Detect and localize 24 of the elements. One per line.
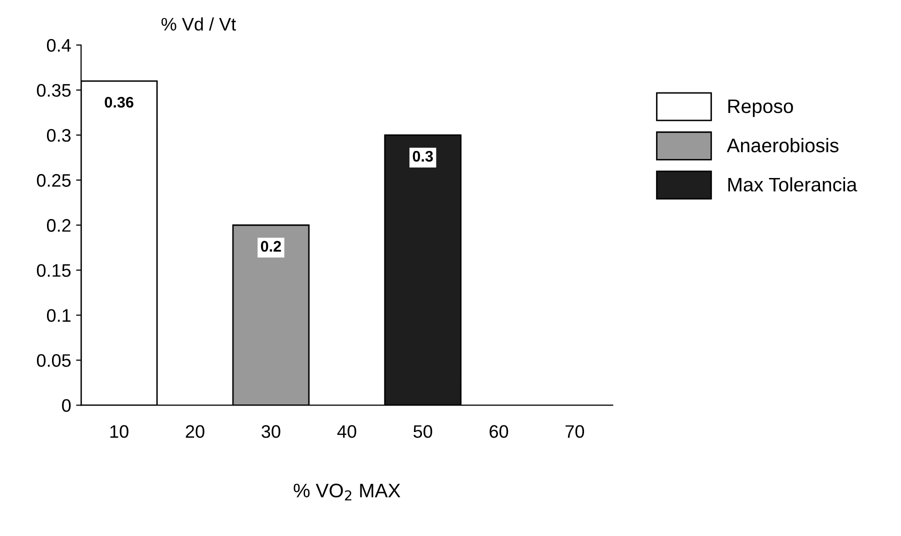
legend-label: Anaerobiosis xyxy=(726,138,838,152)
x-axis-title: % VO$_{2}$ MAX xyxy=(294,484,400,500)
legend-label: Max Tolerancia xyxy=(728,177,858,192)
x-tick-label: 40 xyxy=(337,425,356,438)
y-tick-label: 0.3 xyxy=(46,129,71,142)
x-tick-label: 70 xyxy=(566,425,584,438)
x-tick-label: 10 xyxy=(110,425,128,438)
x-tick-label: 50 xyxy=(414,425,432,438)
y-tick-label: 0 xyxy=(62,399,71,412)
y-tick-label: 0.4 xyxy=(46,38,71,52)
legend-label: Reposo xyxy=(728,100,793,118)
y-tick-label: 0.1 xyxy=(46,309,70,322)
y-axis-title: % Vd / Vt xyxy=(161,17,236,31)
y-tick-label: 0.05 xyxy=(36,354,71,367)
x-tick-label: 60 xyxy=(490,425,508,438)
data-label: 0.3 xyxy=(412,150,433,162)
y-tick-label: 0.25 xyxy=(36,174,71,187)
x-tick-label: 20 xyxy=(186,425,204,438)
data-label: 0.36 xyxy=(104,96,134,108)
x-tick-label: 30 xyxy=(262,425,280,438)
y-tick-label: 0.15 xyxy=(36,264,71,277)
data-label: 0.2 xyxy=(260,240,281,252)
y-tick-label: 0.2 xyxy=(46,219,70,232)
y-tick-label: 0.35 xyxy=(36,84,71,97)
